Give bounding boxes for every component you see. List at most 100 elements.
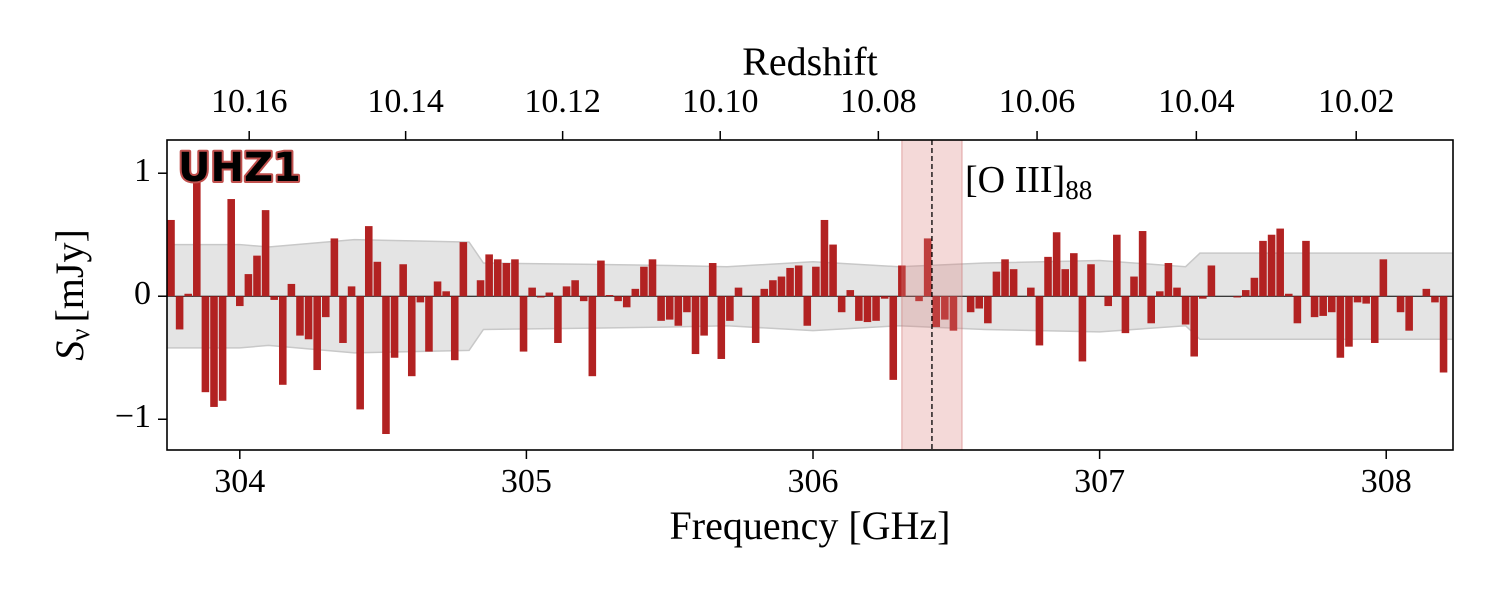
- bar: [708, 263, 717, 297]
- bar: [1379, 259, 1388, 297]
- bar: [1293, 296, 1302, 324]
- bar: [949, 296, 958, 331]
- top-tick-label: 10.10: [682, 83, 759, 120]
- bar: [1027, 287, 1035, 297]
- bar: [330, 238, 339, 297]
- bar: [184, 293, 192, 297]
- bar: [975, 296, 984, 309]
- bar: [236, 296, 244, 307]
- bar: [296, 296, 304, 336]
- bar: [812, 266, 820, 297]
- bar: [657, 296, 665, 321]
- bar: [321, 296, 330, 318]
- bar: [1396, 296, 1405, 313]
- bar: [433, 281, 442, 297]
- x-tick-label: 307: [1074, 463, 1125, 500]
- bar: [1250, 277, 1259, 297]
- bar: [270, 296, 278, 300]
- bar: [1070, 253, 1078, 297]
- bar: [1362, 296, 1370, 304]
- bar: [1052, 232, 1061, 297]
- bar: [425, 296, 433, 352]
- bar: [700, 296, 708, 336]
- x-tick-label: 306: [788, 463, 839, 500]
- annotation-text: [O III]: [965, 159, 1065, 201]
- bar: [287, 283, 296, 297]
- bar: [493, 259, 502, 297]
- bar: [665, 296, 674, 320]
- bar: [167, 219, 175, 297]
- bar: [261, 210, 270, 297]
- bar: [889, 296, 898, 380]
- bar: [786, 267, 794, 297]
- y-axis-label: Sν [mJy]: [47, 229, 95, 361]
- bar: [536, 296, 545, 298]
- bar: [459, 242, 468, 297]
- bar: [1207, 265, 1216, 297]
- bar: [1156, 291, 1164, 297]
- bar: [528, 287, 536, 297]
- bar: [511, 259, 519, 297]
- bar: [450, 296, 459, 361]
- bar: [683, 296, 691, 313]
- bar: [1336, 296, 1345, 358]
- bar: [1035, 296, 1044, 346]
- bar: [966, 296, 975, 313]
- y-tick-label: 0: [134, 275, 151, 312]
- top-tick-label: 10.12: [524, 83, 601, 120]
- bar: [880, 296, 889, 299]
- bar: [304, 296, 313, 340]
- bar: [399, 264, 407, 297]
- bar: [356, 296, 364, 410]
- bar: [640, 266, 648, 297]
- bar: [227, 199, 235, 297]
- bar: [218, 296, 227, 401]
- source-label: UHZ1: [178, 145, 301, 191]
- bar: [1310, 296, 1319, 318]
- bar: [407, 296, 416, 377]
- bar: [726, 296, 734, 321]
- bar: [244, 274, 253, 297]
- plot-area: [167, 140, 1453, 450]
- annotation-subscript: 88: [1065, 175, 1092, 205]
- bar: [1259, 240, 1267, 297]
- bar: [717, 296, 726, 359]
- bar: [442, 291, 450, 297]
- bar: [416, 296, 425, 303]
- line-annotation: [O III]88: [965, 159, 1092, 205]
- bar: [751, 296, 760, 343]
- bar: [1345, 296, 1353, 347]
- y-axis-subscript: ν: [65, 329, 95, 341]
- x-tick-label: 305: [501, 463, 552, 500]
- bar: [382, 296, 390, 435]
- bar: [794, 265, 803, 297]
- bar: [1104, 296, 1112, 307]
- bar: [1138, 231, 1147, 297]
- bar: [941, 296, 949, 320]
- bar: [373, 261, 382, 297]
- y-axis-symbol: S: [47, 341, 92, 361]
- bar: [820, 219, 829, 297]
- bar: [193, 179, 201, 297]
- plot-frame: [166, 139, 1454, 451]
- bar: [201, 296, 210, 393]
- bar: [837, 296, 846, 313]
- bar: [760, 288, 769, 297]
- bar: [1164, 263, 1173, 297]
- top-axis-label: Redshift: [742, 39, 878, 84]
- top-tick-label: 10.08: [840, 83, 917, 120]
- bar: [579, 296, 588, 302]
- bar: [614, 296, 622, 302]
- bar: [597, 260, 605, 297]
- bar: [313, 296, 321, 371]
- bar: [364, 226, 373, 297]
- bar: [1267, 234, 1276, 297]
- bar: [1147, 296, 1155, 324]
- bar: [519, 296, 528, 352]
- bar: [210, 296, 218, 407]
- bar: [863, 296, 872, 323]
- top-tick-label: 10.16: [211, 83, 288, 120]
- bar: [571, 280, 579, 297]
- bar: [1181, 296, 1190, 325]
